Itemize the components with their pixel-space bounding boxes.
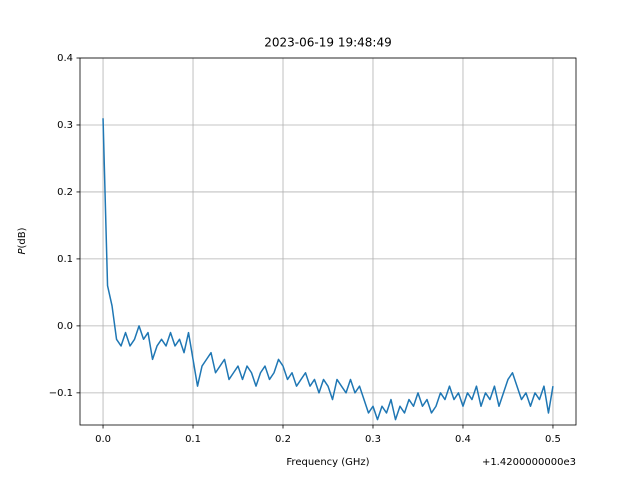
y-tick-label: 0.4 [57,53,73,64]
x-offset-text: +1.4200000000e3 [482,457,576,468]
x-tick-label: 0.5 [545,434,561,445]
y-tick-label: 0.0 [57,321,73,332]
x-tick-label: 0.3 [365,434,381,445]
x-tick-label: 0.4 [455,434,471,445]
y-tick-label: −0.1 [49,388,73,399]
chart-title: 2023-06-19 19:48:49 [264,36,391,50]
y-label-var: P [17,248,28,255]
x-tick-label: 0.1 [185,434,201,445]
x-tick-label: 0.2 [275,434,291,445]
y-tick-label: 0.1 [57,254,73,265]
y-tick-label: 0.2 [57,187,73,198]
y-label-unit: (dB) [17,227,28,248]
x-axis-label: Frequency (GHz) [286,457,369,468]
y-axis-label: P(dB) [17,227,28,254]
x-tick-label: 0.0 [95,434,111,445]
plot-frame [79,57,577,426]
y-tick-label: 0.3 [57,120,73,131]
data-line [102,118,554,421]
